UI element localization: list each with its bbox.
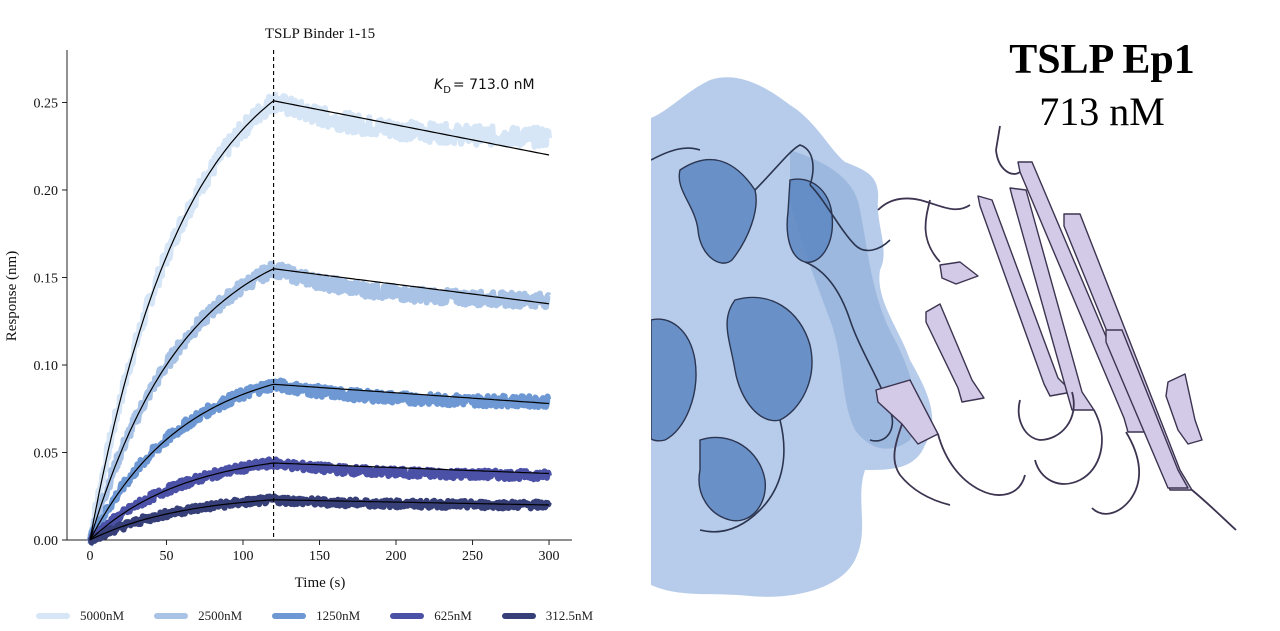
chart-legend: 5000nM 2500nM 1250nM 625nM 312.5nM xyxy=(36,606,623,626)
sensorgram-traces xyxy=(87,91,552,547)
fit-312.5nM xyxy=(89,499,550,541)
kd-symbol: K xyxy=(434,77,445,93)
fit-curves xyxy=(89,100,550,541)
binder-loops xyxy=(877,125,1237,531)
y-tick-label: 0.05 xyxy=(34,447,59,462)
y-tick-label: 0.00 xyxy=(34,534,59,549)
legend-item: 2500nM xyxy=(154,608,242,624)
kd-subscript: D xyxy=(443,85,451,96)
trace-2500nM xyxy=(87,260,552,544)
kd-value: = 713.0 nM xyxy=(453,77,535,93)
fit-1250nM xyxy=(89,383,550,541)
x-tick-label: 250 xyxy=(462,549,483,564)
legend-label: 2500nM xyxy=(198,608,243,623)
binder-sheets xyxy=(875,161,1203,491)
x-tick-label: 0 xyxy=(86,549,93,564)
fit-2500nM xyxy=(89,268,550,541)
protein-structure-image xyxy=(651,77,1237,597)
trace-312.5nM xyxy=(87,493,552,546)
legend-label: 312.5nM xyxy=(545,608,594,623)
y-tick-label: 0.20 xyxy=(34,184,59,199)
kd-annotation: KD = 713.0 nM xyxy=(434,77,535,96)
y-tick-label: 0.10 xyxy=(34,359,59,374)
x-tick-label: 200 xyxy=(386,549,407,564)
panel-title: TSLP Ep1 xyxy=(1009,37,1195,83)
legend-item: 5000nM xyxy=(36,608,124,624)
legend-item: 1250nM xyxy=(272,608,360,624)
y-axis-label: Response (nm) xyxy=(4,251,20,341)
legend-swatch xyxy=(390,613,425,619)
trace-5000nM xyxy=(87,91,552,543)
y-tick-label: 0.25 xyxy=(34,97,59,112)
legend-label: 625nM xyxy=(434,608,472,623)
legend-label: 1250nM xyxy=(316,608,361,623)
x-tick-label: 150 xyxy=(309,549,330,564)
axes: 0 50 100 150 200 250 300 0.00 0.05 0.10 0.15 0.20 0.… xyxy=(34,50,572,564)
fit-625nM xyxy=(89,462,550,541)
legend-item: 312.5nM xyxy=(501,608,594,624)
x-tick-label: 300 xyxy=(539,549,560,564)
y-tick-label: 0.15 xyxy=(34,272,59,287)
x-axis-label: Time (s) xyxy=(295,575,346,591)
legend-item: 625nM xyxy=(390,608,472,624)
kinetics-chart: 0 50 100 150 200 250 300 0.00 0.05 0.10 0.15 0.20 0.… xyxy=(4,26,572,591)
x-tick-label: 100 xyxy=(232,549,253,564)
legend-swatch xyxy=(36,613,70,619)
panel-subtitle: 713 nM xyxy=(1039,89,1165,134)
legend-swatch xyxy=(272,613,307,619)
legend-label: 5000nM xyxy=(80,608,125,623)
x-tick-label: 50 xyxy=(159,549,173,564)
chart-title: TSLP Binder 1-15 xyxy=(265,26,375,42)
receptor-loops xyxy=(651,144,894,533)
legend-swatch xyxy=(154,613,189,619)
legend-swatch xyxy=(501,613,536,619)
fit-5000nM xyxy=(89,100,550,541)
